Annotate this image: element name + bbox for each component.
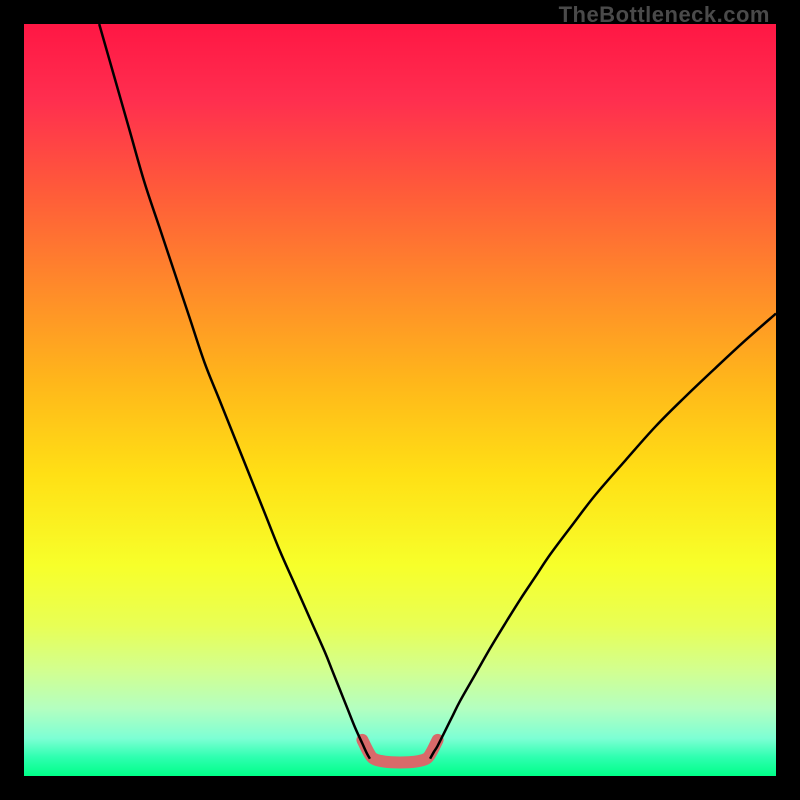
trough-highlight [362,740,437,763]
right-curve [430,314,776,759]
chart-frame: TheBottleneck.com [0,0,800,800]
curve-overlay [24,24,776,776]
watermark-text: TheBottleneck.com [559,2,770,28]
left-curve [99,24,370,759]
plot-area [24,24,776,776]
